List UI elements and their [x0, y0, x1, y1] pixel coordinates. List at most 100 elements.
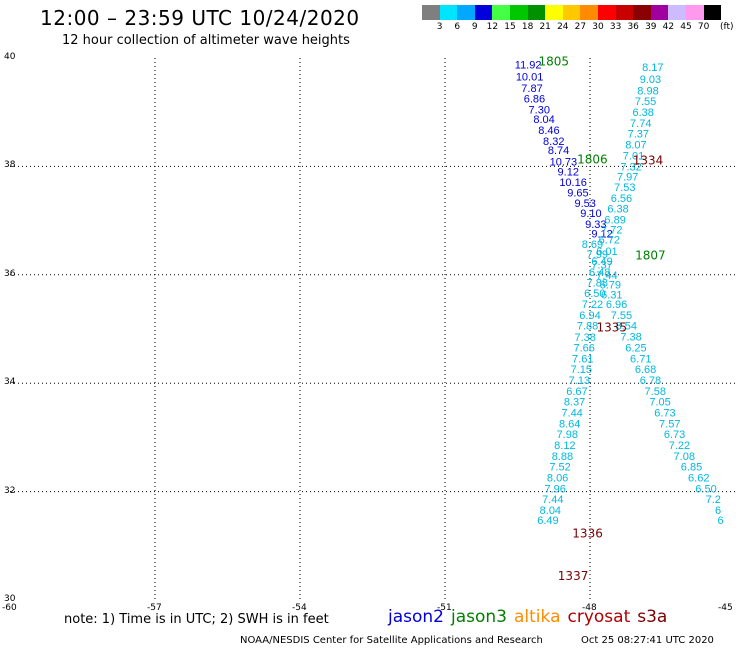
color-scale-tick: 15 [504, 22, 516, 32]
data-point-label: 6.72 [599, 235, 620, 247]
color-scale-cell [703, 5, 722, 20]
chart-note: note: 1) Time is in UTC; 2) SWH is in fe… [64, 612, 329, 627]
data-point-label: 8.32 [543, 136, 564, 148]
color-scale-cell [685, 5, 704, 20]
data-point-label: 7.37 [628, 128, 649, 140]
data-point-label: 7.37 [591, 259, 612, 271]
color-scale-cell [597, 5, 616, 20]
data-point-label: 9.12 [558, 166, 579, 178]
color-scale-cell [439, 5, 458, 20]
data-point-label: 7.52 [549, 462, 570, 474]
data-point-label: 6.38 [607, 204, 628, 216]
x-tick-label: -57 [147, 603, 162, 613]
color-scale-unit: (ft) [720, 22, 734, 32]
data-point-label: 6.94 [579, 310, 600, 322]
color-scale-tick: 6 [454, 22, 461, 32]
data-point-label: 7.55 [635, 96, 656, 108]
x-tick-label: -51 [437, 603, 452, 613]
color-scale-tick: 3 [436, 22, 443, 32]
data-point-label: 7.13 [569, 375, 590, 387]
chart-grid [10, 58, 735, 600]
data-point-label: 9.03 [640, 74, 661, 86]
data-point-label: 8.04 [540, 505, 561, 517]
color-scale-ticks: 3 6 9 12 15 18 21 24 27 30 33 36 39 42 45 70 [422, 22, 740, 34]
data-point-label: 6.71 [630, 353, 651, 365]
color-scale-cell [457, 5, 475, 20]
data-point-label: 9.65 [567, 187, 588, 199]
y-tick-label: 36 [4, 268, 16, 279]
color-scale-cell [633, 5, 651, 20]
color-scale-tick: 70 [697, 22, 710, 32]
data-point-label: 6.85 [681, 462, 702, 474]
data-point-label: 7.88 [577, 321, 598, 333]
pass-time-label: 1807 [635, 248, 666, 262]
data-point-label: 7.87 [521, 83, 542, 95]
data-point-label: 9.33 [585, 219, 606, 231]
data-point-label: 7.74 [630, 118, 651, 130]
data-point-label: 8.12 [554, 440, 575, 452]
data-point-label: 7.2 [706, 494, 721, 506]
pass-time-label: 1337 [558, 569, 589, 583]
color-scale-cell [492, 5, 510, 20]
legend-item: jason2 [388, 607, 444, 627]
data-point-label: 6.89 [604, 215, 625, 227]
color-scale-tick: 24 [557, 22, 569, 32]
data-point-label: 6.31 [601, 289, 622, 301]
data-point-label: 7.66 [573, 342, 594, 354]
pass-time-label: 1806 [577, 152, 608, 166]
data-point-label: 10.16 [559, 177, 587, 189]
footer-timestamp: Oct 25 08:27:41 UTC 2020 [581, 635, 714, 646]
data-point-label: 6.49 [591, 256, 612, 268]
data-point-label: 7.44 [596, 270, 617, 282]
color-scale-tick: 42 [662, 22, 675, 32]
y-tick-label: 34 [4, 377, 16, 388]
data-point-label: 8.37 [564, 397, 585, 409]
color-scale-tick: 30 [592, 22, 604, 32]
data-point-label: 8.04 [533, 114, 554, 126]
data-point-label: 6.49 [537, 515, 558, 527]
color-scale-tick: 12 [486, 22, 499, 32]
data-point-label: 10.01 [516, 71, 544, 83]
data-point-label: 7.22 [669, 440, 690, 452]
y-tick-label: 38 [4, 160, 16, 171]
color-scale-tick: 9 [471, 22, 478, 32]
legend-item: jason3 [451, 607, 507, 627]
color-scale-tick: 18 [521, 22, 534, 32]
legend-item: cryosat [567, 607, 631, 627]
x-tick-label: -54 [292, 603, 307, 613]
data-point-label: 6.79 [600, 280, 621, 292]
data-point-label: 11.92 [515, 59, 542, 71]
page-title: 12:00 – 23:59 UTC 10/24/2020 [40, 6, 360, 30]
data-point-label: 7.53 [614, 182, 635, 194]
y-tick-label: 32 [4, 485, 16, 496]
color-scale-tick: 45 [680, 22, 692, 32]
data-point-label: 9.12 [591, 229, 612, 241]
data-point-label: 7.44 [542, 494, 563, 506]
legend-item: s3a [637, 607, 668, 627]
data-point-label: 7.22 [582, 299, 603, 311]
color-scale-cell [545, 5, 563, 20]
color-scale-tick: 39 [645, 22, 657, 32]
data-point-label: 7.96 [544, 483, 565, 495]
data-point-label: 8.07 [625, 140, 646, 152]
data-point-label: 8.98 [637, 86, 658, 98]
data-point-label: 6.68 [635, 364, 656, 376]
data-point-label: 7.55 [611, 310, 632, 322]
data-point-label: 8.46 [538, 125, 559, 137]
data-point-label: 6.50 [695, 483, 716, 495]
color-scale-tick: 36 [627, 22, 639, 32]
data-point-label: 7.97 [617, 172, 638, 184]
legend: jason2 jason3 altika cryosat s3a [388, 607, 674, 627]
color-scale-bar [422, 5, 722, 20]
data-point-label: 7.57 [659, 418, 680, 430]
data-point-label: 6.62 [688, 472, 709, 484]
color-scale-cell [527, 5, 546, 20]
color-scale-tick: 27 [574, 22, 587, 32]
data-point-label: 7.38 [574, 332, 595, 344]
data-point-label: 6.50 [584, 288, 605, 300]
data-point-label: 6.38 [632, 107, 653, 119]
chart-time-labels: 1805 1806 1807 1334 1335 1336 1337 [538, 54, 665, 583]
data-point-label: 6.25 [625, 342, 646, 354]
color-scale-tick: 33 [609, 22, 622, 32]
pass-time-label: 1334 [633, 153, 664, 167]
